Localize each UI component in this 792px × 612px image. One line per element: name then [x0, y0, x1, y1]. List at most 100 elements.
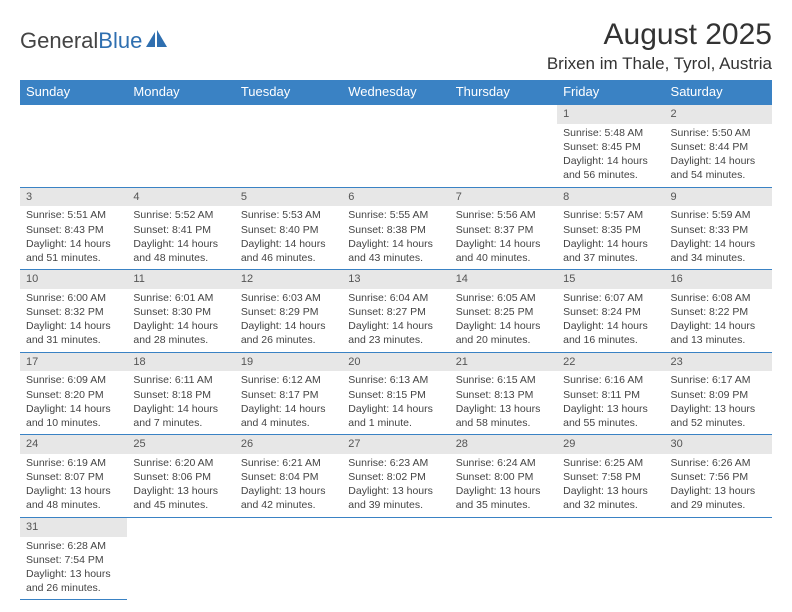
day-header: Monday: [127, 80, 234, 104]
day-number: 24: [20, 435, 127, 454]
day-header: Saturday: [665, 80, 772, 104]
day-number: 6: [342, 188, 449, 207]
day-content: Sunrise: 6:21 AMSunset: 8:04 PMDaylight:…: [235, 454, 342, 517]
calendar-cell: 30Sunrise: 6:26 AMSunset: 7:56 PMDayligh…: [665, 435, 772, 518]
sunrise-text: Sunrise: 6:07 AM: [563, 291, 658, 305]
calendar-cell: 19Sunrise: 6:12 AMSunset: 8:17 PMDayligh…: [235, 352, 342, 435]
day-content: Sunrise: 5:48 AMSunset: 8:45 PMDaylight:…: [557, 124, 664, 187]
sunset-text: Sunset: 8:00 PM: [456, 470, 551, 484]
day-content: Sunrise: 6:12 AMSunset: 8:17 PMDaylight:…: [235, 371, 342, 434]
calendar-table: SundayMondayTuesdayWednesdayThursdayFrid…: [20, 80, 772, 600]
day-number: 5: [235, 188, 342, 207]
sunrise-text: Sunrise: 6:15 AM: [456, 373, 551, 387]
day-content: Sunrise: 6:17 AMSunset: 8:09 PMDaylight:…: [665, 371, 772, 434]
sunrise-text: Sunrise: 5:52 AM: [133, 208, 228, 222]
header: GeneralBlue August 2025 Brixen im Thale,…: [20, 18, 772, 74]
sunrise-text: Sunrise: 5:53 AM: [241, 208, 336, 222]
calendar-row: 10Sunrise: 6:00 AMSunset: 8:32 PMDayligh…: [20, 270, 772, 353]
sunset-text: Sunset: 8:06 PM: [133, 470, 228, 484]
day-content: Sunrise: 6:07 AMSunset: 8:24 PMDaylight:…: [557, 289, 664, 352]
daylight-text: Daylight: 14 hours: [26, 237, 121, 251]
calendar-cell: [20, 104, 127, 187]
daylight-text: and 16 minutes.: [563, 333, 658, 347]
calendar-body: 1Sunrise: 5:48 AMSunset: 8:45 PMDaylight…: [20, 104, 772, 600]
daylight-text: and 7 minutes.: [133, 416, 228, 430]
daylight-text: and 51 minutes.: [26, 251, 121, 265]
day-number: 26: [235, 435, 342, 454]
day-number: 31: [20, 518, 127, 537]
day-content: Sunrise: 6:15 AMSunset: 8:13 PMDaylight:…: [450, 371, 557, 434]
daylight-text: Daylight: 13 hours: [563, 484, 658, 498]
sunrise-text: Sunrise: 6:17 AM: [671, 373, 766, 387]
sunrise-text: Sunrise: 5:59 AM: [671, 208, 766, 222]
day-content: Sunrise: 6:03 AMSunset: 8:29 PMDaylight:…: [235, 289, 342, 352]
sunrise-text: Sunrise: 6:28 AM: [26, 539, 121, 553]
sunset-text: Sunset: 8:07 PM: [26, 470, 121, 484]
calendar-cell: 11Sunrise: 6:01 AMSunset: 8:30 PMDayligh…: [127, 270, 234, 353]
daylight-text: and 58 minutes.: [456, 416, 551, 430]
sunrise-text: Sunrise: 6:25 AM: [563, 456, 658, 470]
calendar-cell: 22Sunrise: 6:16 AMSunset: 8:11 PMDayligh…: [557, 352, 664, 435]
day-content: Sunrise: 6:13 AMSunset: 8:15 PMDaylight:…: [342, 371, 449, 434]
day-number: 12: [235, 270, 342, 289]
calendar-cell: 29Sunrise: 6:25 AMSunset: 7:58 PMDayligh…: [557, 435, 664, 518]
day-number: 3: [20, 188, 127, 207]
day-content: Sunrise: 6:00 AMSunset: 8:32 PMDaylight:…: [20, 289, 127, 352]
daylight-text: Daylight: 13 hours: [671, 484, 766, 498]
daylight-text: Daylight: 14 hours: [348, 237, 443, 251]
calendar-cell: [450, 104, 557, 187]
daylight-text: and 37 minutes.: [563, 251, 658, 265]
daylight-text: and 34 minutes.: [671, 251, 766, 265]
day-number: 25: [127, 435, 234, 454]
day-content: Sunrise: 5:52 AMSunset: 8:41 PMDaylight:…: [127, 206, 234, 269]
day-number: 10: [20, 270, 127, 289]
sunrise-text: Sunrise: 6:00 AM: [26, 291, 121, 305]
month-title: August 2025: [547, 18, 772, 52]
daylight-text: and 43 minutes.: [348, 251, 443, 265]
sunrise-text: Sunrise: 6:26 AM: [671, 456, 766, 470]
daylight-text: and 26 minutes.: [241, 333, 336, 347]
sunrise-text: Sunrise: 6:20 AM: [133, 456, 228, 470]
calendar-cell: 20Sunrise: 6:13 AMSunset: 8:15 PMDayligh…: [342, 352, 449, 435]
sunset-text: Sunset: 8:02 PM: [348, 470, 443, 484]
calendar-cell: 27Sunrise: 6:23 AMSunset: 8:02 PMDayligh…: [342, 435, 449, 518]
calendar-cell: 16Sunrise: 6:08 AMSunset: 8:22 PMDayligh…: [665, 270, 772, 353]
sunset-text: Sunset: 8:30 PM: [133, 305, 228, 319]
calendar-cell: 26Sunrise: 6:21 AMSunset: 8:04 PMDayligh…: [235, 435, 342, 518]
daylight-text: Daylight: 14 hours: [241, 319, 336, 333]
calendar-cell: [342, 517, 449, 600]
day-number: 9: [665, 188, 772, 207]
daylight-text: and 28 minutes.: [133, 333, 228, 347]
daylight-text: and 35 minutes.: [456, 498, 551, 512]
sunrise-text: Sunrise: 5:57 AM: [563, 208, 658, 222]
day-content: Sunrise: 5:56 AMSunset: 8:37 PMDaylight:…: [450, 206, 557, 269]
sunset-text: Sunset: 8:45 PM: [563, 140, 658, 154]
daylight-text: and 39 minutes.: [348, 498, 443, 512]
calendar-cell: 2Sunrise: 5:50 AMSunset: 8:44 PMDaylight…: [665, 104, 772, 187]
sunset-text: Sunset: 8:32 PM: [26, 305, 121, 319]
daylight-text: Daylight: 14 hours: [563, 319, 658, 333]
day-number: 8: [557, 188, 664, 207]
daylight-text: Daylight: 14 hours: [671, 154, 766, 168]
day-content: Sunrise: 6:19 AMSunset: 8:07 PMDaylight:…: [20, 454, 127, 517]
daylight-text: and 20 minutes.: [456, 333, 551, 347]
sunset-text: Sunset: 8:38 PM: [348, 223, 443, 237]
day-number: 15: [557, 270, 664, 289]
day-header: Wednesday: [342, 80, 449, 104]
daylight-text: and 32 minutes.: [563, 498, 658, 512]
sunrise-text: Sunrise: 5:50 AM: [671, 126, 766, 140]
sunrise-text: Sunrise: 5:51 AM: [26, 208, 121, 222]
sunrise-text: Sunrise: 5:55 AM: [348, 208, 443, 222]
sunrise-text: Sunrise: 6:11 AM: [133, 373, 228, 387]
day-number: 11: [127, 270, 234, 289]
sunset-text: Sunset: 8:11 PM: [563, 388, 658, 402]
daylight-text: and 26 minutes.: [26, 581, 121, 595]
day-content: Sunrise: 6:24 AMSunset: 8:00 PMDaylight:…: [450, 454, 557, 517]
day-header: Thursday: [450, 80, 557, 104]
day-number: 1: [557, 105, 664, 124]
day-number: 30: [665, 435, 772, 454]
day-header-row: SundayMondayTuesdayWednesdayThursdayFrid…: [20, 80, 772, 104]
calendar-row: 24Sunrise: 6:19 AMSunset: 8:07 PMDayligh…: [20, 435, 772, 518]
day-content: Sunrise: 5:57 AMSunset: 8:35 PMDaylight:…: [557, 206, 664, 269]
sunrise-text: Sunrise: 6:24 AM: [456, 456, 551, 470]
